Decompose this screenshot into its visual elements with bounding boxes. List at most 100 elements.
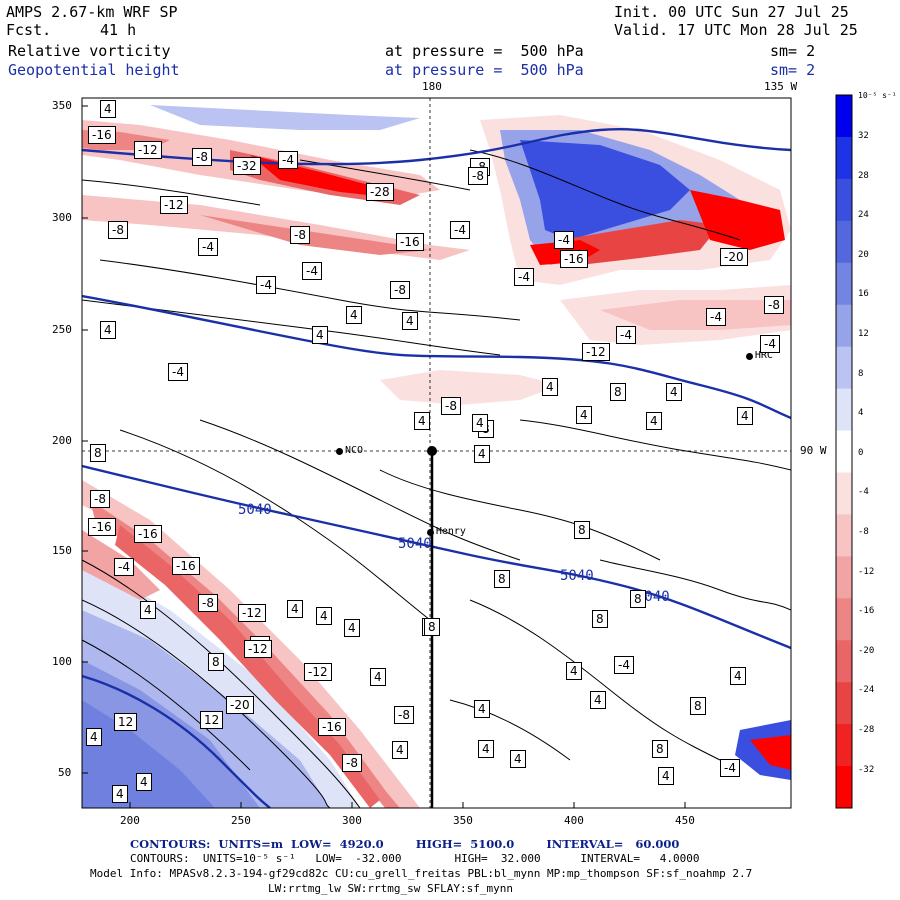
vorticity-contour-label: 4 bbox=[576, 406, 592, 424]
vorticity-contour-label: -8 bbox=[390, 281, 410, 299]
colorbar-label: -32 bbox=[858, 764, 875, 775]
vorticity-contour-label: 8 bbox=[208, 653, 224, 671]
footer-physics-info: LW:rrtmg_lw SW:rrtmg_sw SFLAY:sf_mynn bbox=[268, 882, 514, 895]
vorticity-contour-label: 8 bbox=[574, 521, 590, 539]
init-time: Init. 00 UTC Sun 27 Jul 25 bbox=[614, 3, 849, 21]
model-title: AMPS 2.67-km WRF SP bbox=[6, 3, 178, 21]
vorticity-contour-label: 4 bbox=[140, 601, 156, 619]
vorticity-contour-label: -12 bbox=[244, 640, 272, 658]
valid-time: Valid. 17 UTC Mon 28 Jul 25 bbox=[614, 21, 858, 39]
vorticity-contour-label: -4 bbox=[114, 558, 134, 576]
vorticity-contour-label: -4 bbox=[198, 238, 218, 256]
vorticity-contour-label: -8 bbox=[468, 167, 488, 185]
vorticity-contour-label: -12 bbox=[582, 343, 610, 361]
footer-model-info: Model Info: MPASv8.2.3-194-gf29cd82c CU:… bbox=[90, 867, 753, 880]
vorticity-contour-label: 4 bbox=[510, 750, 526, 768]
vorticity-contour-label: 4 bbox=[287, 600, 303, 618]
y-tick-200: 200 bbox=[52, 434, 72, 447]
colorbar-swatch bbox=[836, 598, 852, 641]
height-contour-label: 5040 bbox=[560, 568, 594, 584]
vorticity-contour-label: 4 bbox=[316, 607, 332, 625]
colorbar-swatch bbox=[836, 556, 852, 599]
vorticity-contour-label: -8 bbox=[394, 706, 414, 724]
x-tick-350: 350 bbox=[453, 814, 473, 827]
axis-ticks bbox=[82, 105, 686, 808]
vorticity-contour-label: -16 bbox=[560, 250, 588, 268]
colorbar-swatch bbox=[836, 766, 852, 809]
vorticity-contour-label: 12 bbox=[114, 713, 138, 731]
footer-height-contours: CONTOURS: UNITS=m LOW= 4920.0 HIGH= 5100… bbox=[130, 837, 680, 851]
field-height-label: Geopotential height bbox=[8, 61, 180, 79]
colorbar-swatch bbox=[836, 95, 852, 138]
vorticity-contour-label: -12 bbox=[134, 141, 162, 159]
field-height-smoothing: sm= 2 bbox=[770, 61, 816, 79]
vorticity-contour-label: 8 bbox=[690, 697, 706, 715]
vorticity-contour-label: -16 bbox=[88, 126, 116, 144]
colorbar-label: -24 bbox=[858, 685, 875, 696]
field-vorticity-smoothing: sm= 2 bbox=[770, 42, 816, 60]
colorbar-label: 0 bbox=[858, 447, 864, 458]
x-tick-200: 200 bbox=[120, 814, 140, 827]
vorticity-contour-label: 4 bbox=[590, 691, 606, 709]
vorticity-contour-label: -8 bbox=[192, 148, 212, 166]
x-tick-300: 300 bbox=[342, 814, 362, 827]
colorbar-swatch bbox=[836, 514, 852, 557]
vorticity-contour-label: 8 bbox=[494, 570, 510, 588]
vorticity-contour-label: -4 bbox=[760, 335, 780, 353]
station-marker bbox=[745, 352, 753, 360]
colorbar-label: 32 bbox=[858, 131, 869, 141]
colorbar-unit: 10⁻⁵ s⁻¹ bbox=[858, 91, 897, 100]
vorticity-contour-label: -4 bbox=[450, 221, 470, 239]
colorbar-label: 4 bbox=[858, 408, 864, 419]
vorticity-contour-label: 8 bbox=[592, 610, 608, 628]
vorticity-contour-label: 8 bbox=[90, 444, 106, 462]
vorticity-contour-label: 4 bbox=[100, 321, 116, 339]
lon-180-label: 180 bbox=[422, 80, 442, 93]
vorticity-contour-label: -4 bbox=[720, 759, 740, 777]
colorbar-swatch bbox=[836, 262, 852, 306]
x-tick-400: 400 bbox=[564, 814, 584, 827]
vorticity-contour-label: -4 bbox=[706, 308, 726, 326]
vorticity-contour-label: 4 bbox=[100, 100, 116, 118]
vorticity-contour-label: -16 bbox=[172, 557, 200, 575]
vorticity-contour-label: 4 bbox=[658, 767, 674, 785]
vorticity-contour-label: 8 bbox=[630, 590, 646, 608]
x-tick-250: 250 bbox=[231, 814, 251, 827]
y-tick-300: 300 bbox=[52, 211, 72, 224]
forecast-label: Fcst. bbox=[6, 21, 52, 39]
vorticity-contour-label: 8 bbox=[652, 740, 668, 758]
vorticity-contour-label: -8 bbox=[108, 221, 128, 239]
colorbar bbox=[836, 95, 852, 809]
vorticity-contour-label: -8 bbox=[290, 226, 310, 244]
vorticity-contour-label: 4 bbox=[646, 412, 662, 430]
height-contour-label: 5040 bbox=[398, 536, 432, 552]
colorbar-label: -4 bbox=[858, 487, 869, 498]
colorbar-label: 16 bbox=[858, 289, 869, 300]
vorticity-contour-label: -4 bbox=[168, 363, 188, 381]
vorticity-contour-label: 8 bbox=[424, 618, 440, 636]
vorticity-contour-label: 4 bbox=[112, 785, 128, 803]
vorticity-contour-label: -12 bbox=[304, 663, 332, 681]
y-tick-50: 50 bbox=[58, 766, 72, 779]
field-vorticity-label: Relative vorticity bbox=[8, 42, 171, 60]
vorticity-contour-label: 4 bbox=[346, 306, 362, 324]
colorbar-label: 12 bbox=[858, 329, 869, 339]
colorbar-swatch bbox=[836, 472, 852, 515]
y-tick-150: 150 bbox=[52, 544, 72, 557]
lon-135w-label: 135 W bbox=[764, 80, 798, 93]
station-label: HRC bbox=[754, 349, 773, 361]
colorbar-swatch bbox=[836, 388, 852, 432]
vorticity-contour-label: -4 bbox=[616, 326, 636, 344]
colorbar-label: 20 bbox=[858, 249, 869, 260]
y-tick-350: 350 bbox=[52, 99, 72, 112]
vorticity-contour-label: -16 bbox=[318, 718, 346, 736]
vorticity-contour-label: -20 bbox=[226, 696, 254, 714]
vorticity-contour-label: 4 bbox=[402, 312, 418, 330]
vorticity-contour-label: 4 bbox=[312, 326, 328, 344]
vorticity-contour-label: 4 bbox=[730, 667, 746, 685]
vorticity-contour-label: 12 bbox=[200, 711, 224, 729]
vorticity-contour-label: 4 bbox=[478, 740, 494, 758]
vorticity-contour-label: 4 bbox=[474, 445, 490, 463]
colorbar-swatch bbox=[836, 304, 852, 348]
